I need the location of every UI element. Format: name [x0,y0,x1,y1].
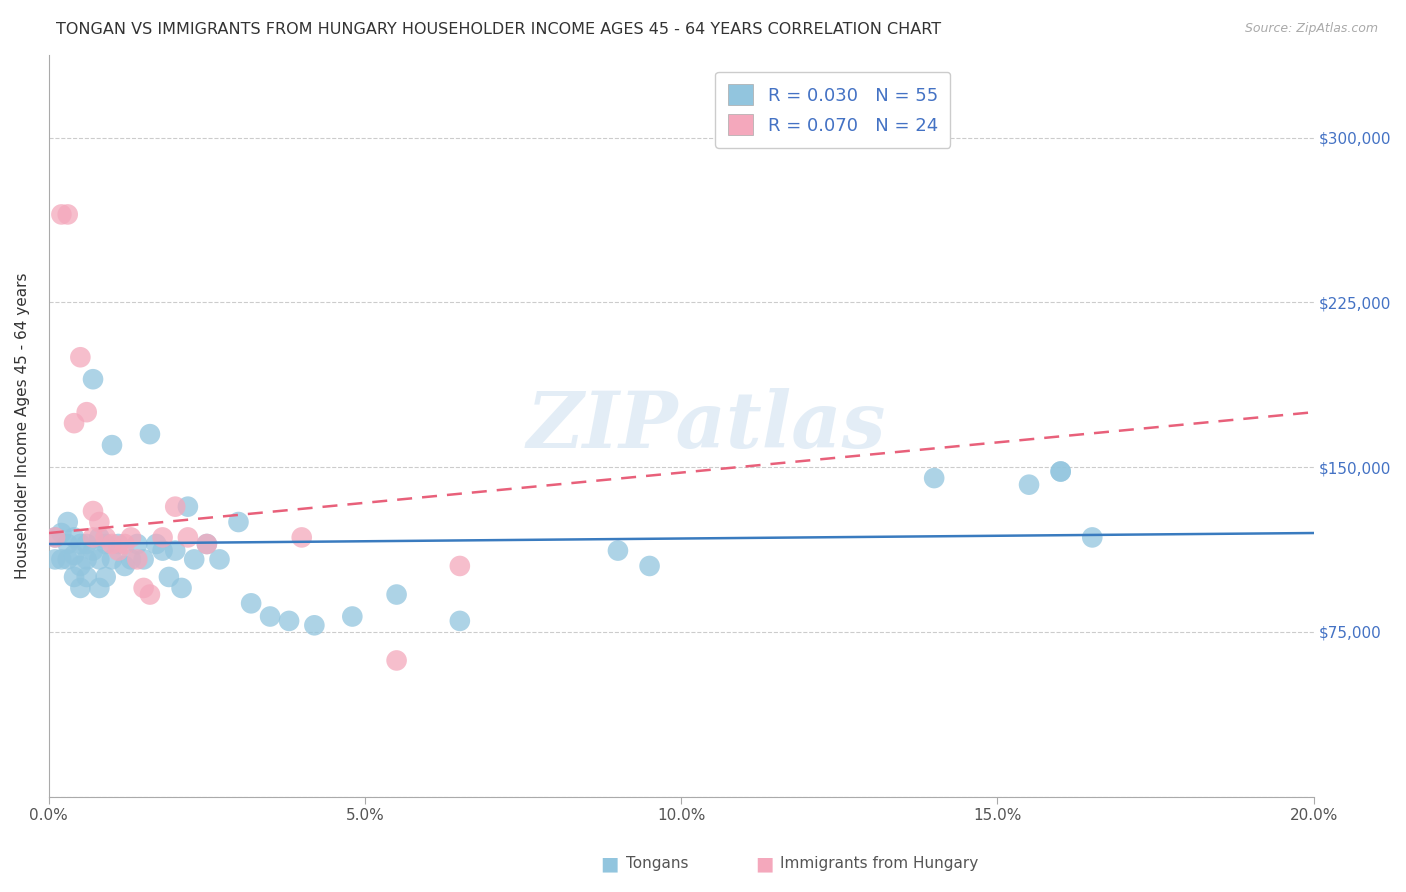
Point [157,570,180,584]
Y-axis label: Householder Income Ages 45 - 64 years: Householder Income Ages 45 - 64 years [15,273,30,579]
Point [145,537,167,551]
Point [56,537,79,551]
Point [177,530,200,544]
Text: Tongans: Tongans [626,856,688,871]
Point [89,515,111,529]
Point [152,530,174,544]
Point [127,552,149,566]
Point [89,530,111,544]
Point [82,543,104,558]
Point [228,515,250,529]
Point [94,537,117,551]
Point [195,537,218,551]
Point [208,552,231,566]
Point [44,530,66,544]
Point [114,559,136,574]
Point [607,543,630,558]
Text: Source: ZipAtlas.com: Source: ZipAtlas.com [1244,22,1378,36]
Point [120,530,142,544]
Text: ■: ■ [755,854,773,873]
Point [259,609,281,624]
Point [51,526,73,541]
Point [107,537,129,551]
Point [51,552,73,566]
Point [132,552,155,566]
Text: ■: ■ [600,854,619,873]
Point [44,552,66,566]
Point [1049,465,1071,479]
Point [82,372,104,386]
Point [638,559,661,574]
Point [139,427,162,442]
Point [89,552,111,566]
Point [183,552,205,566]
Point [385,588,408,602]
Point [449,559,471,574]
Point [76,552,98,566]
Point [152,543,174,558]
Text: Immigrants from Hungary: Immigrants from Hungary [780,856,979,871]
Point [51,207,73,221]
Point [63,548,86,562]
Point [69,581,91,595]
Point [69,351,91,365]
Point [120,552,142,566]
Point [177,500,200,514]
Point [101,537,124,551]
Point [291,530,314,544]
Point [139,588,162,602]
Point [449,614,471,628]
Point [56,207,79,221]
Point [101,438,124,452]
Point [304,618,326,632]
Point [107,543,129,558]
Point [69,537,91,551]
Point [101,552,124,566]
Point [89,581,111,595]
Point [170,581,193,595]
Point [63,416,86,430]
Point [94,570,117,584]
Point [1049,465,1071,479]
Point [132,581,155,595]
Text: ZIPatlas: ZIPatlas [527,388,886,464]
Point [114,537,136,551]
Point [82,504,104,518]
Point [69,559,91,574]
Legend: R = 0.030   N = 55, R = 0.070   N = 24: R = 0.030 N = 55, R = 0.070 N = 24 [716,71,950,147]
Point [1018,477,1040,491]
Point [44,530,66,544]
Point [922,471,945,485]
Point [56,552,79,566]
Point [56,515,79,529]
Point [76,570,98,584]
Point [63,570,86,584]
Point [165,500,187,514]
Point [385,653,408,667]
Point [165,543,187,558]
Point [195,537,218,551]
Text: TONGAN VS IMMIGRANTS FROM HUNGARY HOUSEHOLDER INCOME AGES 45 - 64 YEARS CORRELAT: TONGAN VS IMMIGRANTS FROM HUNGARY HOUSEH… [56,22,942,37]
Point [240,596,263,610]
Point [76,405,98,419]
Point [63,530,86,544]
Point [342,609,364,624]
Point [278,614,301,628]
Point [127,537,149,551]
Point [1081,530,1104,544]
Point [94,530,117,544]
Point [76,537,98,551]
Point [82,530,104,544]
